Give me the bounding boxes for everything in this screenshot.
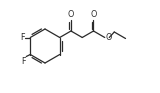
Text: F: F xyxy=(21,57,25,66)
Text: O: O xyxy=(106,33,112,42)
Text: O: O xyxy=(68,9,74,19)
Text: F: F xyxy=(20,33,24,42)
Text: O: O xyxy=(90,9,97,19)
